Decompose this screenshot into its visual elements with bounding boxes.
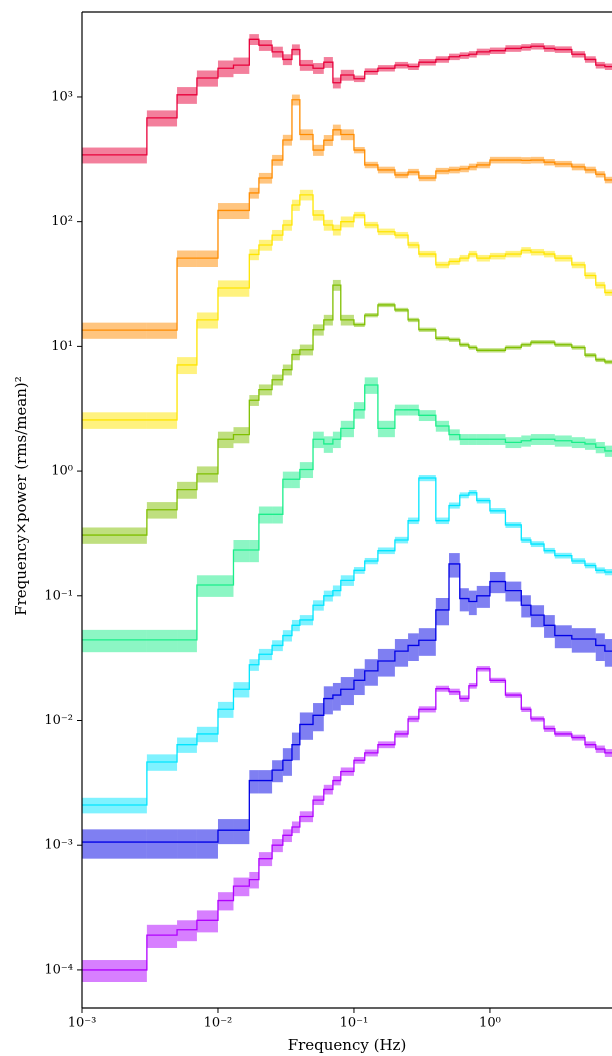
error-band: [258, 506, 273, 524]
error-band: [323, 686, 333, 715]
step-line: [82, 99, 612, 331]
y-tick-label: 10⁻¹: [44, 588, 73, 603]
error-band: [82, 829, 147, 859]
step-line: [82, 384, 612, 641]
error-band: [217, 575, 234, 597]
error-band: [196, 575, 218, 597]
error-band: [505, 581, 522, 602]
error-band: [313, 703, 324, 732]
error-band: [571, 628, 585, 653]
error-band: [146, 829, 178, 859]
error-band: [272, 506, 283, 524]
error-band: [418, 628, 436, 656]
error-band: [177, 481, 197, 499]
x-tick-label: 10⁰: [479, 1016, 501, 1031]
x-tick-label: 10⁻³: [68, 1016, 97, 1031]
error-band: [595, 633, 605, 661]
error-band: [272, 760, 283, 783]
error-band: [177, 357, 197, 375]
y-axis-title: Frequency×power (rms/mean)²: [12, 376, 30, 616]
error-band: [584, 628, 596, 653]
error-band: [282, 748, 292, 776]
error-band: [476, 585, 490, 608]
error-band: [449, 553, 460, 578]
error-band: [177, 920, 197, 942]
error-band: [291, 732, 300, 761]
error-band: [530, 605, 545, 628]
y-tick-label: 10²: [51, 214, 73, 229]
error-band: [233, 819, 250, 845]
error-band: [332, 682, 341, 711]
y-tick-label: 10⁰: [51, 464, 73, 479]
error-band: [554, 625, 572, 649]
step-line: [82, 284, 612, 536]
error-band: [377, 648, 395, 677]
error-band: [544, 615, 555, 638]
error-band: [196, 910, 218, 933]
error-band: [408, 633, 419, 661]
error-band: [364, 659, 378, 686]
error-band: [435, 598, 450, 626]
y-tick-label: 10⁻³: [44, 838, 73, 853]
error-band: [468, 590, 477, 616]
x-axis-title: Frequency (Hz): [288, 1036, 407, 1054]
error-band: [249, 540, 259, 563]
error-band: [82, 629, 147, 653]
y-tick-label: 10⁻⁴: [44, 962, 73, 977]
y-tick-label: 10⁻²: [44, 713, 73, 728]
error-band: [217, 819, 234, 845]
y-tick-label: 10³: [51, 89, 73, 104]
error-band: [459, 588, 469, 612]
error-band: [394, 639, 409, 667]
error-band: [196, 829, 218, 859]
error-band: [233, 540, 250, 563]
error-band: [82, 960, 147, 983]
step-line: [82, 38, 612, 156]
error-band: [217, 892, 234, 911]
step-line: [82, 477, 612, 806]
error-band: [353, 668, 365, 696]
error-band: [521, 595, 531, 618]
step-line: [82, 563, 612, 843]
error-band: [177, 829, 197, 859]
error-band: [258, 770, 273, 794]
y-tick-label: 10¹: [51, 339, 73, 354]
plot-area: [82, 34, 612, 983]
error-band: [604, 639, 612, 667]
error-band: [177, 629, 197, 653]
error-band: [340, 677, 354, 706]
error-band: [489, 572, 506, 594]
error-band: [146, 924, 178, 948]
x-tick-label: 10⁻²: [204, 1016, 233, 1031]
error-band: [299, 712, 314, 740]
step-line: [82, 668, 612, 971]
error-band: [233, 877, 250, 897]
x-tick-label: 10⁻¹: [340, 1016, 369, 1031]
error-band: [249, 770, 259, 794]
error-band: [146, 629, 178, 653]
step-line: [82, 194, 612, 421]
